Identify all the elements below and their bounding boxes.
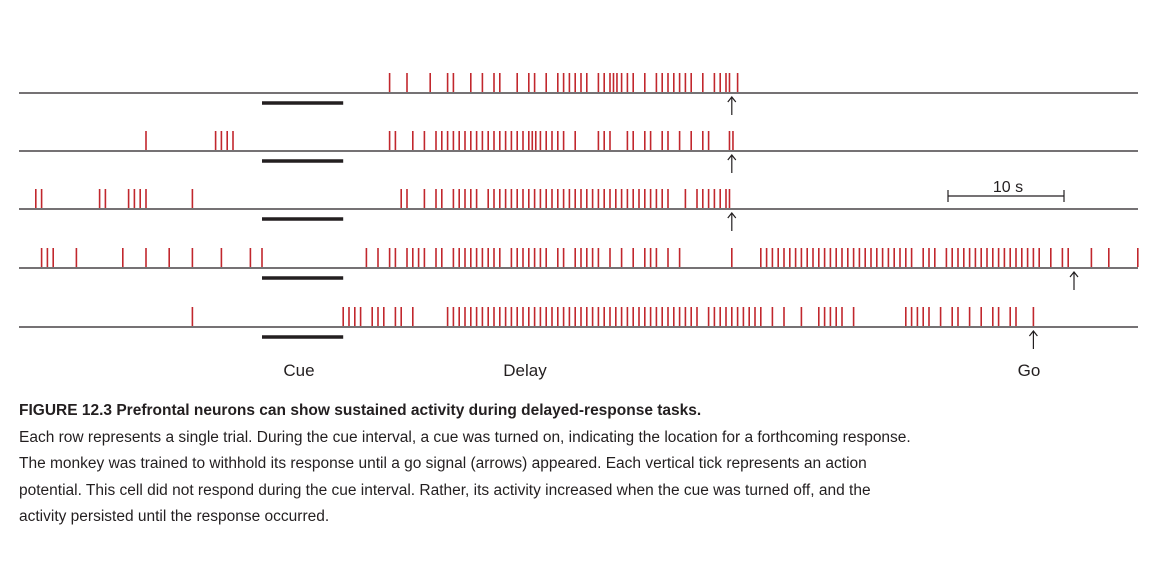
figure-caption: FIGURE 12.3 Prefrontal neurons can show … <box>19 398 919 531</box>
cue-label: Cue <box>283 361 314 380</box>
figure-body: Each row represents a single trial. Duri… <box>19 428 911 526</box>
spike-raster-figure: 10 s Cue Delay Go <box>19 73 1139 380</box>
figure-title: Prefrontal neurons can show sustained ac… <box>116 402 702 419</box>
go-arrow-head <box>727 154 737 161</box>
delay-label: Delay <box>503 361 547 380</box>
scale-bar: 10 s <box>947 179 1065 202</box>
trial-rows <box>19 73 1139 349</box>
go-arrow-head <box>727 96 737 103</box>
trial-row <box>19 189 1138 231</box>
trial-row <box>19 248 1139 290</box>
trial-row <box>19 73 1138 115</box>
go-arrow-head <box>1028 330 1038 337</box>
go-arrow-head <box>727 212 737 219</box>
trial-row <box>19 131 1138 173</box>
scale-bar-label: 10 s <box>993 179 1023 196</box>
go-arrow-head <box>1069 271 1079 278</box>
figure-label: FIGURE 12.3 <box>19 402 113 419</box>
trial-row <box>19 307 1138 349</box>
go-label: Go <box>1018 361 1041 380</box>
